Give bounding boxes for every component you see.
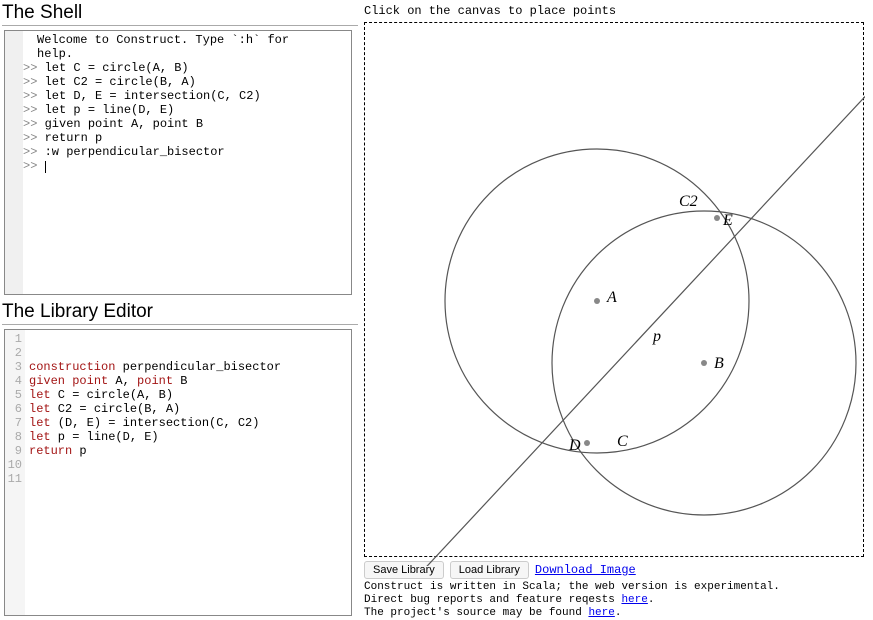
canvas-label-C: C bbox=[617, 433, 628, 451]
canvas[interactable]: A B D E C2 Cp bbox=[364, 22, 864, 557]
editor-panel[interactable]: 1 2 3 4 5 6 7 8 9 10 11 construction per… bbox=[4, 329, 352, 616]
footer-bug-link[interactable]: here bbox=[621, 594, 647, 606]
shell-gutter bbox=[5, 31, 23, 294]
editor-lines[interactable]: construction perpendicular_bisector give… bbox=[25, 330, 285, 615]
point-label-E: E bbox=[723, 212, 733, 230]
footer-line1: Construct is written in Scala; the web v… bbox=[364, 581, 780, 593]
footer: Construct is written in Scala; the web v… bbox=[364, 581, 867, 620]
point-label-D: D bbox=[569, 437, 581, 455]
point-label-B: B bbox=[714, 355, 724, 373]
shell-panel[interactable]: Welcome to Construct. Type `:h` for help… bbox=[4, 30, 352, 295]
footer-line2a: Direct bug reports and feature reqests bbox=[364, 594, 621, 606]
canvas-label-p: p bbox=[653, 328, 661, 346]
editor-line-numbers: 1 2 3 4 5 6 7 8 9 10 11 bbox=[5, 330, 25, 615]
shell-title: The Shell bbox=[2, 2, 358, 26]
shell-lines[interactable]: Welcome to Construct. Type `:h` for help… bbox=[23, 31, 293, 294]
editor-title: The Library Editor bbox=[2, 301, 358, 325]
footer-line3a: The project's source may be found bbox=[364, 607, 588, 619]
canvas-hint: Click on the canvas to place points bbox=[364, 4, 867, 18]
footer-source-link[interactable]: here bbox=[588, 607, 614, 619]
footer-line3b: . bbox=[615, 607, 622, 619]
point-label-A: A bbox=[607, 289, 617, 307]
canvas-label-C2: C2 bbox=[679, 193, 698, 211]
footer-line2b: . bbox=[648, 594, 655, 606]
